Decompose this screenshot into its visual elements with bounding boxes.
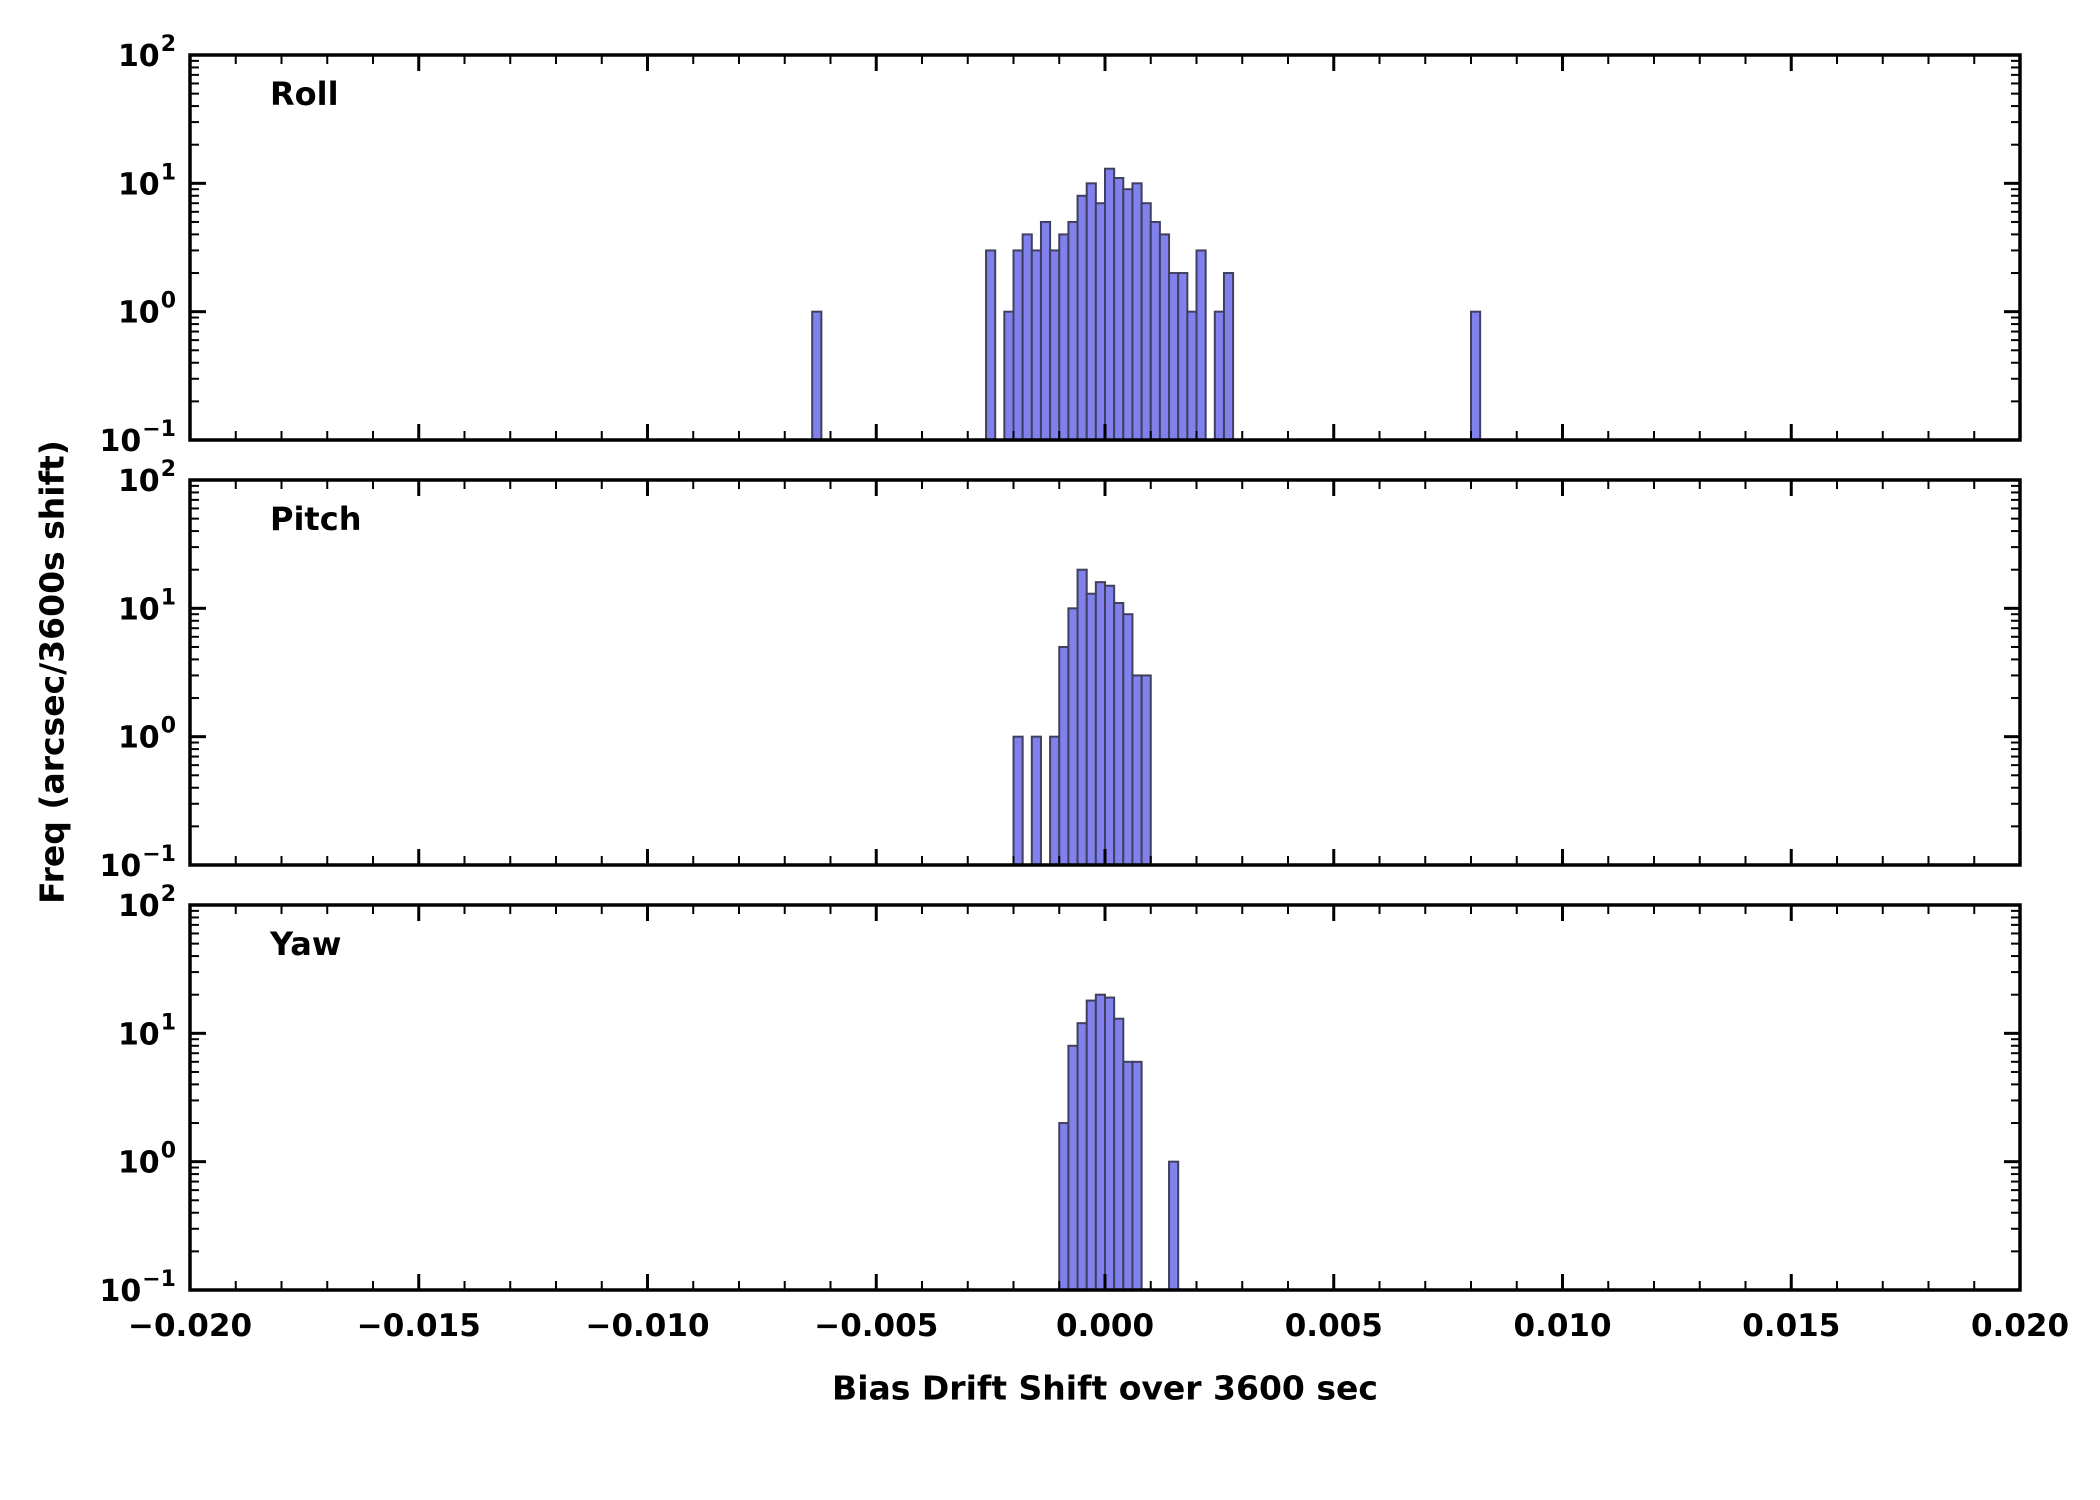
y-tick-label: 102 [118, 882, 176, 924]
y-tick-label: 10−1 [100, 842, 177, 884]
histogram-bar [1104, 584, 1116, 866]
y-tick-labels: 102 101 100 10−1 [100, 882, 177, 1309]
histogram-bar [1067, 1044, 1079, 1292]
histogram-bar [1131, 1060, 1143, 1292]
histogram-bar [1131, 674, 1143, 866]
histogram-bar [1085, 999, 1097, 1291]
panel-yaw: 102 101 100 10−1−0.020 −0.015 −0.010 −0.005 0.0… [100, 882, 2070, 1344]
histogram-bar [1058, 645, 1070, 866]
y-tick-label: 100 [118, 289, 176, 331]
x-tick-labels: −0.020 −0.015 −0.010 −0.005 0.000 0.005 0.010 0… [128, 1308, 2069, 1344]
histogram-bar [1113, 177, 1125, 442]
histogram-bar [811, 310, 823, 442]
y-tick-label: 100 [118, 1139, 176, 1181]
histogram-bar [1131, 182, 1143, 442]
histogram-bar [1195, 249, 1207, 441]
panel-title-roll: Roll [270, 75, 339, 113]
histogram-bar [1094, 581, 1106, 866]
histogram-bar [1076, 194, 1088, 441]
histogram-bar [985, 249, 997, 441]
histogram-bar [1067, 607, 1079, 867]
x-tick-label: 0.000 [1056, 1308, 1154, 1344]
x-tick-label: 0.005 [1285, 1308, 1383, 1344]
y-tick-labels: 102 101 100 10−1 [100, 457, 177, 884]
y-tick-label: 101 [118, 1010, 176, 1052]
histogram-bar [1039, 220, 1052, 441]
x-tick-label: −0.020 [128, 1308, 252, 1344]
histogram-bars [1058, 993, 1180, 1292]
histogram-bar [1049, 735, 1061, 866]
y-tick-label: 102 [118, 457, 176, 499]
histogram-bar [1168, 272, 1180, 441]
y-tick-label: 10−1 [100, 1267, 177, 1309]
histogram-bar [1470, 310, 1482, 442]
histogram-bar [1003, 310, 1015, 442]
histogram-bars [1012, 568, 1152, 867]
x-tick-label: −0.015 [357, 1308, 481, 1344]
histogram-bar [1122, 1060, 1134, 1292]
y-tick-label: 100 [118, 714, 176, 756]
axes-frame [188, 53, 2022, 442]
histogram-bar [1076, 1022, 1088, 1291]
y-tick-labels: 102 101 100 10−1 [100, 32, 177, 459]
histogram-bar [1085, 182, 1097, 442]
x-tick-label: −0.005 [814, 1308, 938, 1344]
x-tick-label: −0.010 [585, 1308, 709, 1344]
histogram-bar [1213, 310, 1225, 442]
histogram-bar [1222, 272, 1235, 441]
histogram-bar [1076, 568, 1088, 866]
histogram-bar [1113, 1017, 1125, 1292]
x-tick-label: 0.015 [1742, 1308, 1840, 1344]
histogram-bar [1104, 167, 1116, 442]
histogram-bar [1058, 233, 1070, 441]
histogram-bar [1177, 272, 1189, 441]
axes-frame [188, 903, 2022, 1292]
y-tick-label: 101 [118, 585, 176, 627]
histogram-bar [1030, 249, 1042, 441]
x-tick-label: 0.010 [1513, 1308, 1611, 1344]
histogram-bar [1094, 993, 1106, 1291]
histogram-bar [1168, 1160, 1180, 1292]
histogram-bar [1021, 233, 1033, 441]
histogram-bar [1067, 220, 1079, 441]
x-axis-label: Bias Drift Shift over 3600 sec [832, 1368, 1378, 1408]
histogram-bar [1012, 249, 1024, 441]
panel-title-yaw: Yaw [270, 925, 342, 963]
panel-pitch: 102 101 100 10−1 [100, 457, 2022, 884]
histogram-bar [1122, 613, 1134, 867]
histogram-bar [1113, 602, 1125, 867]
histogram-bar [1012, 735, 1024, 866]
axes-frame [188, 478, 2022, 867]
histogram-bar [1030, 735, 1042, 866]
x-tick-label: 0.020 [1971, 1308, 2069, 1344]
histogram-bar [1085, 592, 1097, 867]
histogram-bar [1140, 202, 1152, 441]
histogram-bar [1049, 249, 1061, 441]
histogram-bar [1149, 220, 1161, 441]
histogram-bar [1158, 233, 1171, 441]
y-tick-label: 102 [118, 32, 176, 74]
y-tick-label: 101 [118, 160, 176, 202]
histogram-bar [1104, 996, 1116, 1291]
histogram-bar [1058, 1122, 1070, 1292]
histogram-bar [1140, 674, 1152, 866]
histogram-bar [1122, 188, 1134, 441]
histogram-bar [1094, 202, 1106, 441]
y-tick-label: 10−1 [100, 417, 177, 459]
panel-title-pitch: Pitch [270, 500, 362, 538]
panel-roll: 102 101 100 10−1 [100, 32, 2022, 459]
histogram-bar [1186, 310, 1198, 442]
histogram-bars [811, 167, 1482, 442]
y-axis-label: Freq (arcsec/3600s shift) [32, 440, 72, 904]
